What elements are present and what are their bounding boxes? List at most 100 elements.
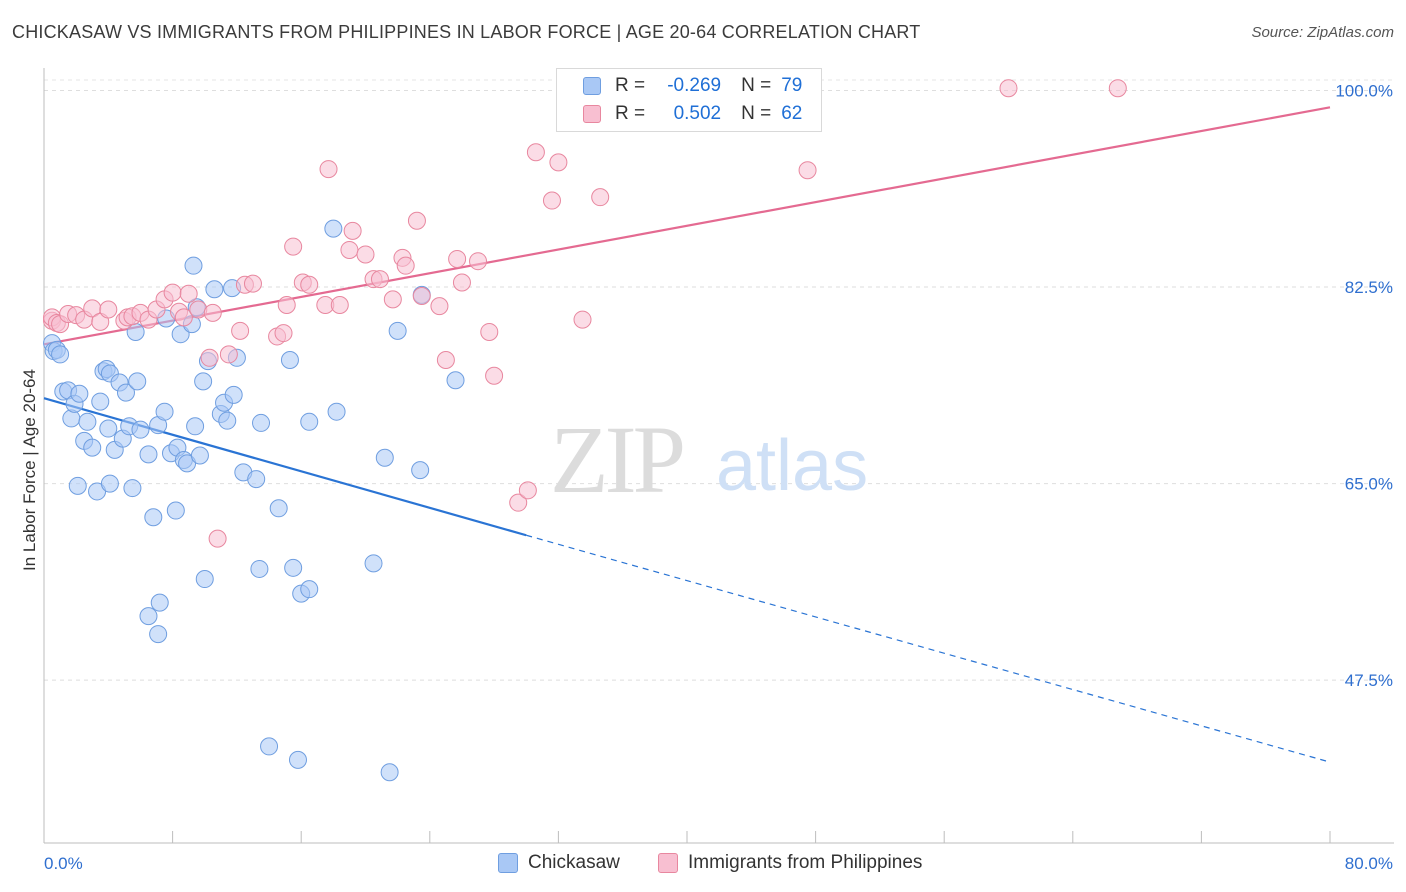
legend-row-chickasaw: R = -0.269 N = 79: [583, 74, 802, 98]
n-value: 62: [781, 103, 803, 124]
y-axis-label: In Labor Force | Age 20-64: [20, 369, 39, 571]
legend-row-philippines: R = 0.502 N = 62: [583, 102, 802, 126]
chickasaw-point: [250, 559, 269, 578]
n-label: N =: [741, 103, 772, 124]
philippines-point: [1108, 79, 1127, 98]
chickasaw-point: [300, 412, 319, 431]
legend-item-philippines[interactable]: Immigrants from Philippines: [658, 852, 922, 874]
philippines-point: [591, 188, 610, 207]
chickasaw-point: [218, 411, 237, 430]
legend-swatch-philippines: [658, 853, 678, 873]
y-tick-labels: 47.5% 65.0% 82.5% 100.0%: [1335, 81, 1393, 690]
philippines-point: [300, 275, 319, 294]
chart-title: CHICKASAW VS IMMIGRANTS FROM PHILIPPINES…: [12, 22, 921, 42]
y-tick-label: 82.5%: [1345, 278, 1393, 297]
chickasaw-point: [288, 750, 307, 769]
philippines-point: [277, 295, 296, 314]
data-points: [43, 79, 1127, 782]
chickasaw-point: [184, 256, 203, 275]
philippines-point: [163, 283, 182, 302]
chickasaw-point: [205, 280, 224, 299]
watermark-atlas: atlas: [716, 426, 868, 506]
chickasaw-point: [62, 409, 81, 428]
philippines-point: [436, 351, 455, 370]
legend-swatch-chickasaw: [583, 77, 601, 95]
philippines-point: [480, 322, 499, 341]
chickasaw-point: [139, 445, 158, 464]
philippines-point: [798, 161, 817, 180]
chickasaw-point: [100, 474, 119, 493]
y-tick-label: 100.0%: [1335, 81, 1393, 100]
legend-swatch-chickasaw: [498, 853, 518, 873]
chickasaw-point: [123, 479, 142, 498]
philippines-point: [319, 160, 338, 179]
chickasaw-point: [144, 508, 163, 527]
philippines-point: [542, 191, 561, 210]
y-tick-label: 65.0%: [1345, 475, 1393, 494]
chickasaw-point: [380, 763, 399, 782]
chickasaw-point: [284, 558, 303, 577]
chickasaw-point: [128, 372, 147, 391]
axes: [43, 68, 1394, 844]
philippines-point: [573, 310, 592, 329]
philippines-point: [208, 529, 227, 548]
philippines-point: [340, 240, 359, 259]
philippines-point: [485, 366, 504, 385]
philippines-point: [469, 252, 488, 271]
chickasaw-point: [446, 371, 465, 390]
chickasaw-trend-line: [43, 397, 527, 537]
legend-swatch-philippines: [583, 105, 601, 123]
chickasaw-point: [364, 554, 383, 573]
chickasaw-point: [269, 499, 288, 518]
philippines-point: [200, 348, 219, 367]
philippines-point: [356, 245, 375, 264]
chickasaw-point: [224, 385, 243, 404]
chickasaw-point: [411, 461, 430, 480]
philippines-point: [452, 273, 471, 292]
chickasaw-point: [83, 438, 102, 457]
philippines-point: [274, 324, 293, 343]
philippines-point: [383, 290, 402, 309]
philippines-point: [370, 270, 389, 289]
x-tick-labels: 0.0% 80.0%: [44, 854, 1393, 873]
chickasaw-point: [51, 345, 70, 364]
philippines-trend-line: [43, 106, 1331, 346]
r-value: 0.502: [673, 103, 722, 124]
chickasaw-point: [70, 384, 89, 403]
stats-legend: R = -0.269 N = 79 R = 0.502 N = 62: [556, 68, 822, 132]
philippines-point: [518, 481, 537, 500]
chickasaw-point: [131, 420, 150, 439]
legend-label-chickasaw: Chickasaw: [528, 852, 620, 873]
legend-item-chickasaw[interactable]: Chickasaw: [498, 852, 620, 874]
r-value: -0.269: [667, 75, 722, 96]
chickasaw-point: [91, 392, 110, 411]
chickasaw-point: [190, 446, 209, 465]
chickasaw-point: [252, 413, 271, 432]
chickasaw-point: [99, 419, 118, 438]
chickasaw-point: [260, 737, 279, 756]
source-credit: Source: ZipAtlas.com: [1251, 24, 1394, 41]
watermark-zip: ZIP: [550, 406, 683, 513]
chickasaw-point: [375, 448, 394, 467]
philippines-point: [330, 295, 349, 314]
philippines-point: [999, 79, 1018, 98]
x-tick-label: 80.0%: [1345, 854, 1393, 873]
philippines-point: [396, 256, 415, 275]
legend-label-philippines: Immigrants from Philippines: [688, 852, 923, 873]
philippines-point: [509, 493, 528, 512]
chickasaw-point: [300, 580, 319, 599]
chickasaw-point: [324, 219, 343, 238]
chickasaw-point: [280, 351, 299, 370]
philippines-point: [412, 287, 431, 306]
philippines-point: [448, 249, 467, 268]
philippines-point: [179, 284, 198, 303]
n-label: N =: [741, 75, 772, 96]
chickasaw-point: [327, 402, 346, 421]
r-label: R =: [615, 75, 646, 96]
philippines-point: [343, 221, 362, 240]
chickasaw-point: [186, 417, 205, 436]
chickasaw-point: [388, 321, 407, 340]
chickasaw-point: [166, 501, 185, 520]
chickasaw-point: [247, 470, 266, 489]
